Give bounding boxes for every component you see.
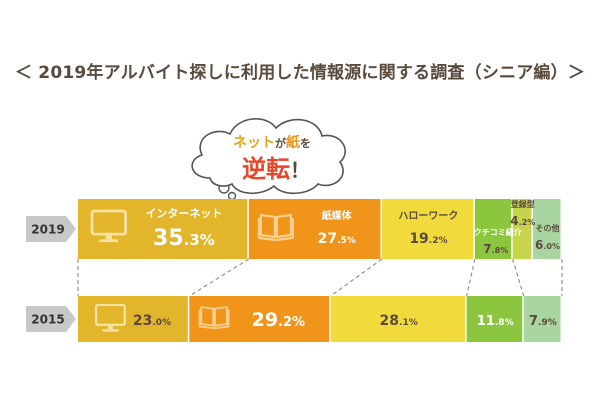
series-label-2019-paper: 紙媒体 — [322, 209, 353, 222]
callout-text-wo: を — [300, 137, 311, 150]
bar-2015-hellowork — [330, 296, 466, 342]
value-label-2019-kuchikomi: 7.8% — [483, 242, 508, 256]
bar-2015-kuchikomi — [466, 296, 523, 342]
value-label-2015-kuchikomi: 11.8% — [477, 314, 514, 329]
connector-line — [512, 258, 525, 297]
series-label-2019-touroku: 登録型 — [510, 199, 535, 209]
book-icon — [257, 213, 294, 242]
bar-2019-kuchikomi — [474, 199, 512, 259]
connector-lines — [77, 258, 563, 297]
bars: インターネット 35.3% 紙媒体 27.5% ハローワーク 19.2% クチコミ紹介 7.8… — [78, 199, 561, 342]
monitor-icon — [94, 303, 126, 332]
callout-text-mark: ！ — [290, 158, 310, 182]
year-label-2019: 2019 — [31, 223, 64, 237]
book-icon — [198, 306, 230, 330]
bar-2019-internet — [78, 199, 248, 259]
series-label-2019-kuchikomi: クチコミ紹介 — [474, 227, 523, 237]
year-tag-2015 — [26, 306, 76, 332]
connector-line — [189, 258, 250, 297]
callout-bubble: ネットが紙を 逆転！ — [191, 118, 346, 201]
series-label-2019-hellowork: ハローワーク — [398, 210, 458, 222]
callout-text-ga: が — [275, 136, 286, 150]
svg-text:逆転！: 逆転！ — [242, 155, 310, 183]
value-label-2015-other: 7.9% — [529, 314, 557, 329]
connector-line — [466, 258, 476, 297]
bar-2019-hellowork — [381, 199, 474, 259]
callout-text-gyakuten: 逆転 — [242, 155, 290, 183]
bar-2019-other — [532, 199, 561, 259]
callout-text-net: ネット — [233, 135, 275, 151]
series-label-2019-other: その他 — [535, 223, 559, 233]
value-label-2015-hellowork: 28.1% — [380, 313, 418, 329]
bar-2015-other — [523, 296, 561, 342]
monitor-icon — [90, 209, 127, 243]
year-tag-2019 — [26, 216, 76, 242]
chart-title: ＜ 2019年アルバイト探しに利用した情報源に関する調査（シニア編）＞ — [14, 63, 586, 83]
bar-2019-paper — [248, 199, 381, 259]
value-label-2019-hellowork: 19.2% — [409, 231, 447, 247]
svg-text:ネットが紙を: ネットが紙を — [233, 134, 311, 151]
value-label-2019-paper: 27.5% — [318, 231, 356, 247]
value-label-2015-internet: 23.0% — [133, 313, 171, 329]
bar-2019-touroku — [512, 199, 532, 259]
year-tags: 2019 2015 — [26, 216, 76, 332]
value-label-2019-other: 6.0% — [535, 238, 560, 252]
value-label-2019-touroku: 4.2% — [510, 214, 535, 228]
series-label-2019-internet: インターネット — [145, 207, 222, 220]
value-label-2015-paper: 29.2% — [252, 309, 305, 331]
connector-line — [330, 258, 383, 297]
year-label-2015: 2015 — [31, 313, 64, 327]
callout-text-kami: 紙 — [286, 134, 300, 151]
value-label-2019-internet: 35.3% — [153, 226, 215, 251]
